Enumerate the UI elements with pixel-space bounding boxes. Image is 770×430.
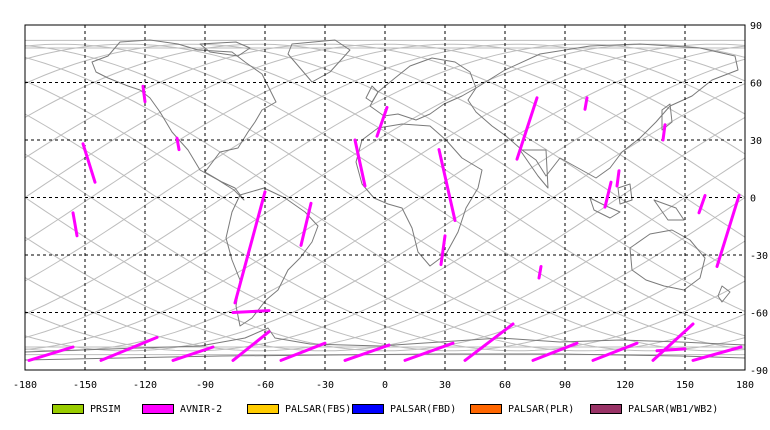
observation-swath [175,136,181,152]
legend-item: PALSAR(PLR) [470,402,574,416]
observation-swaths [27,84,743,362]
legend-swatch [470,404,502,414]
observation-swath [27,345,75,362]
observation-swath [231,330,271,362]
legend-swatch [590,404,622,414]
legend-item: PALSAR(WB1/WB2) [590,402,718,416]
observation-swath [343,343,391,362]
observation-swath [531,341,579,362]
observation-swath [353,138,367,188]
legend-swatch [352,404,384,414]
legend-label: AVNIR-2 [180,403,223,415]
legend-swatch [52,404,84,414]
observation-swath [437,148,457,222]
lat-tick-label: 60 [750,79,762,90]
lon-tick-label: -180 [13,380,37,391]
observation-swath [299,201,313,247]
legend-item: PALSAR(FBD) [352,402,456,416]
map-frame [24,24,746,371]
lon-tick-label: -150 [73,380,97,391]
observation-swath [515,96,539,161]
map-grid [25,25,745,370]
lon-tick-label: 90 [559,380,571,391]
legend-label: PRSIM [90,403,121,415]
observation-swath [591,341,639,362]
lon-tick-label: 30 [439,380,451,391]
lat-tick-label: -60 [750,309,768,320]
coverage-map: -180 -150 -120 -90 -60 -30 0 30 60 90 120 150 180 90… [13,21,768,391]
observation-swath [99,335,159,362]
legend-label: PALSAR(FBD) [390,403,457,415]
observation-swath [233,190,267,305]
longitude-tick-labels: -180 -150 -120 -90 -60 -30 0 30 60 90 120 150 180 [13,380,754,391]
observation-swath [691,345,743,362]
legend-swatch [142,404,174,414]
observation-swath [141,84,147,104]
observation-swath [463,322,515,362]
lon-tick-label: -90 [196,380,214,391]
observation-swath [655,347,687,353]
lon-tick-label: 60 [499,380,511,391]
observation-swath [403,341,455,362]
legend: PRSIM AVNIR-2 PALSAR(FBS) PALSAR(FBD) PALSAR… [0,402,770,420]
observation-swath [537,265,543,280]
lon-tick-label: -60 [256,380,274,391]
legend-label: PALSAR(FBS) [285,403,352,415]
lon-tick-label: -30 [316,380,334,391]
lon-tick-label: -120 [133,380,157,391]
orbit-track [24,43,746,350]
observation-swath [81,142,97,184]
observation-swath [583,96,589,111]
observation-swath [439,234,447,267]
observation-swath [231,309,271,314]
observation-swath [715,194,741,268]
legend-item: PALSAR(FBS) [247,402,351,416]
legend-label: PALSAR(WB1/WB2) [628,403,719,415]
orbit-track [24,45,746,352]
legend-label: PALSAR(PLR) [508,403,575,415]
lon-tick-label: 180 [736,380,754,391]
lat-tick-label: -30 [750,251,768,262]
lat-tick-label: 90 [750,21,762,32]
observation-swath [375,105,389,138]
observation-swath [71,211,79,238]
observation-swath [615,169,621,188]
observation-swath [603,180,613,209]
observation-swath [171,345,215,362]
latitude-tick-labels: 90 60 30 0 -30 -60 -90 [750,21,768,377]
lat-tick-label: 30 [750,136,762,147]
observation-swath [697,194,707,215]
lat-tick-label: -90 [750,366,768,377]
observation-swath [279,341,327,362]
lon-tick-label: 150 [676,380,694,391]
legend-swatch [247,404,279,414]
lon-tick-label: 120 [616,380,634,391]
observation-swath [651,322,695,362]
lat-tick-label: 0 [750,194,756,205]
observation-swath [661,123,667,142]
legend-item: AVNIR-2 [142,402,222,416]
lon-tick-label: 0 [382,380,388,391]
legend-item: PRSIM [52,402,120,416]
